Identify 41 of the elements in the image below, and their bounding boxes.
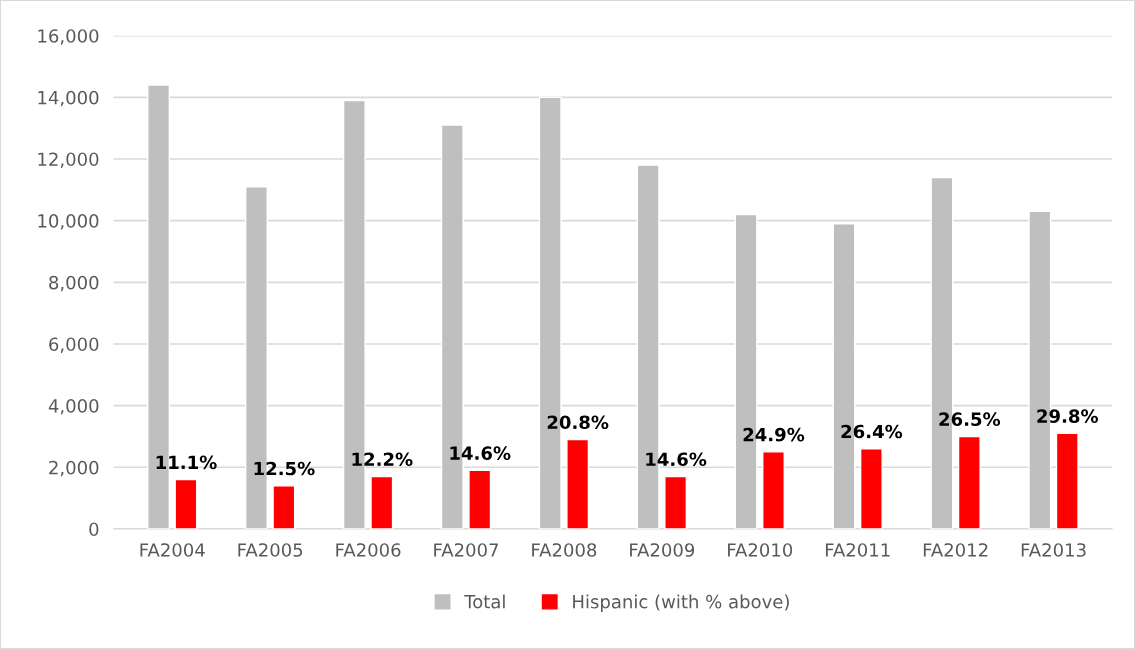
x-tick-label: FA2010 [728, 543, 793, 557]
bar [370, 475, 394, 529]
annotation: 26.4% [841, 424, 903, 439]
x-tick-label: FA2013 [1021, 543, 1086, 557]
x-tick-label: FA2012 [923, 543, 988, 557]
x-tick-label: FA2009 [630, 543, 695, 557]
y-tick-label: 16,000 [38, 29, 99, 45]
annotation: 24.9% [743, 427, 805, 442]
bar [468, 469, 492, 529]
x-tick-label: FA2006 [336, 543, 401, 557]
bar [664, 475, 688, 529]
annotation: 14.6% [646, 452, 707, 467]
bar [272, 485, 296, 529]
x-tick-label: FA2011 [825, 543, 890, 557]
annotation: 12.2% [352, 452, 413, 467]
bar [566, 438, 590, 529]
bar [859, 448, 883, 529]
legend-label: Hispanic (with % above) [573, 594, 789, 612]
annotation: 14.6% [450, 446, 511, 460]
annotation: 29.8% [1037, 409, 1098, 423]
bar [957, 435, 981, 529]
annotation: 11.1% [156, 455, 217, 470]
bar [1055, 432, 1079, 529]
y-tick-label: 2,000 [49, 460, 99, 477]
x-tick-label: FA2008 [532, 543, 597, 557]
x-tick-label: FA2007 [434, 543, 498, 557]
y-tick-label: 10,000 [38, 214, 99, 230]
y-tick-label: 4,000 [48, 399, 99, 415]
annotation: 12.5% [254, 461, 315, 476]
bar [174, 478, 198, 529]
y-tick-label: 0 [89, 522, 99, 537]
y-tick-label: 14,000 [38, 90, 99, 107]
y-tick-label: 12,000 [38, 152, 99, 168]
annotation: 20.8% [547, 415, 609, 430]
x-tick-label: FA2005 [238, 543, 303, 557]
y-tick-label: 6,000 [49, 337, 99, 353]
annotation: 26.5% [939, 412, 1001, 427]
y-tick-label: 8,000 [49, 275, 99, 292]
bar [762, 451, 785, 529]
legend-label: Total [464, 594, 505, 609]
x-tick-label: FA2004 [140, 543, 205, 557]
